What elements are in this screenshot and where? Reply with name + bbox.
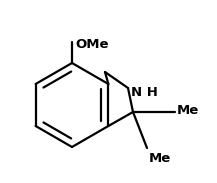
Text: Me: Me xyxy=(177,104,199,117)
Text: OMe: OMe xyxy=(75,38,108,51)
Text: Me: Me xyxy=(149,152,171,165)
Text: N H: N H xyxy=(131,86,158,99)
